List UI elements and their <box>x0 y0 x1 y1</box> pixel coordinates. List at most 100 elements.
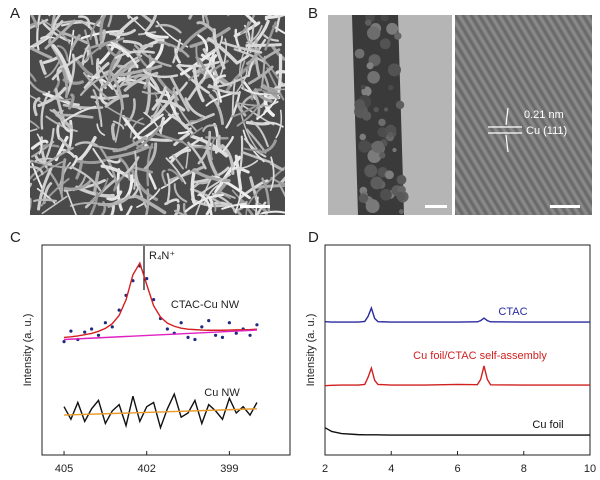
lattice-fringe <box>510 15 592 152</box>
nanowire <box>175 100 197 132</box>
tem-image <box>328 15 452 215</box>
lattice-fringe <box>455 159 488 215</box>
nanowire <box>84 37 123 61</box>
nanowire <box>203 184 220 205</box>
series-line <box>324 427 590 436</box>
series-label: CTAC <box>498 306 527 318</box>
nanowire <box>116 168 123 212</box>
nanowire <box>196 21 215 33</box>
nanowire <box>63 105 97 123</box>
lattice-fringe <box>514 15 592 146</box>
nanowire <box>242 80 257 100</box>
nanowire <box>126 15 130 20</box>
panel-label: A <box>10 5 20 22</box>
nanowire <box>213 74 227 87</box>
grain <box>371 140 385 153</box>
nanowire <box>243 137 267 158</box>
nanowire <box>30 182 33 188</box>
lattice-fringe <box>455 99 524 215</box>
nanowire <box>212 28 226 70</box>
series-line <box>64 329 257 341</box>
grain <box>361 111 372 121</box>
nanowire <box>37 167 53 211</box>
grain <box>358 193 369 203</box>
scale-bar <box>425 205 447 208</box>
nanowire <box>70 165 102 192</box>
nanowire <box>203 15 209 18</box>
grain <box>377 127 388 138</box>
data-point <box>255 323 259 327</box>
nanowire <box>240 60 246 90</box>
grain <box>379 38 391 50</box>
nanowire <box>45 146 74 165</box>
series-line <box>64 408 257 416</box>
nanowire <box>106 190 123 201</box>
nanowire <box>136 188 161 209</box>
nanowire <box>235 101 272 107</box>
data-point <box>248 333 252 337</box>
nanowire <box>30 94 45 105</box>
nanowire <box>208 93 225 126</box>
lattice-fringe <box>455 126 508 215</box>
data-point <box>220 335 225 339</box>
nanowire <box>236 104 260 127</box>
nanowire <box>144 31 169 39</box>
nanowire <box>274 69 285 75</box>
nanowire <box>107 49 122 82</box>
nanowire <box>158 116 166 133</box>
x-tick-label: 399 <box>220 463 238 475</box>
lattice-fringe <box>455 59 548 215</box>
nanowire <box>30 139 49 150</box>
nanowire <box>137 31 157 36</box>
lattice-fringe <box>455 93 528 215</box>
nanowire <box>189 116 204 122</box>
nanowire <box>102 54 122 76</box>
lattice-fringe <box>474 15 592 212</box>
nanowire <box>82 44 90 66</box>
nanowire <box>41 195 68 215</box>
grain <box>394 32 402 40</box>
data-point <box>207 319 211 323</box>
series-line <box>324 365 590 387</box>
data-point <box>110 325 114 329</box>
lattice-fringe <box>455 139 500 215</box>
nanowire <box>190 168 197 204</box>
data-point <box>90 327 94 331</box>
nanowire <box>238 179 269 200</box>
x-tick-label: 10 <box>584 463 596 475</box>
lattice-fringe <box>455 113 516 215</box>
nanowire <box>264 121 284 128</box>
sem-image <box>30 15 285 215</box>
nanowire <box>262 90 282 95</box>
lattice-fringe <box>455 146 496 215</box>
lattice-fringe <box>455 19 572 215</box>
grain <box>373 106 379 113</box>
lattice-fringe <box>482 15 592 199</box>
x-tick-label: 405 <box>55 463 73 475</box>
nanowire <box>75 158 107 165</box>
nanowire <box>202 124 218 132</box>
nanowire <box>195 55 208 72</box>
lattice-fringe <box>526 15 592 126</box>
nanowire <box>132 113 164 140</box>
series-label: Cu NW <box>204 387 240 399</box>
nanowire <box>40 35 56 40</box>
nanowire <box>219 38 228 79</box>
nanowire <box>30 164 46 181</box>
lattice-fringe <box>590 15 592 19</box>
nanowire <box>32 20 64 47</box>
nanowire <box>167 168 184 183</box>
nanowire <box>122 39 143 48</box>
nanowire <box>278 176 285 186</box>
nanowire <box>269 87 285 91</box>
grain <box>396 191 406 202</box>
nanowire <box>189 127 204 137</box>
lattice-fringe <box>530 15 592 119</box>
grain <box>388 85 394 91</box>
grain <box>354 99 365 110</box>
nanowire <box>108 69 125 110</box>
grain <box>364 164 378 178</box>
nanowire <box>140 15 154 24</box>
lattice-fringe <box>566 15 592 59</box>
data-point <box>117 308 121 312</box>
